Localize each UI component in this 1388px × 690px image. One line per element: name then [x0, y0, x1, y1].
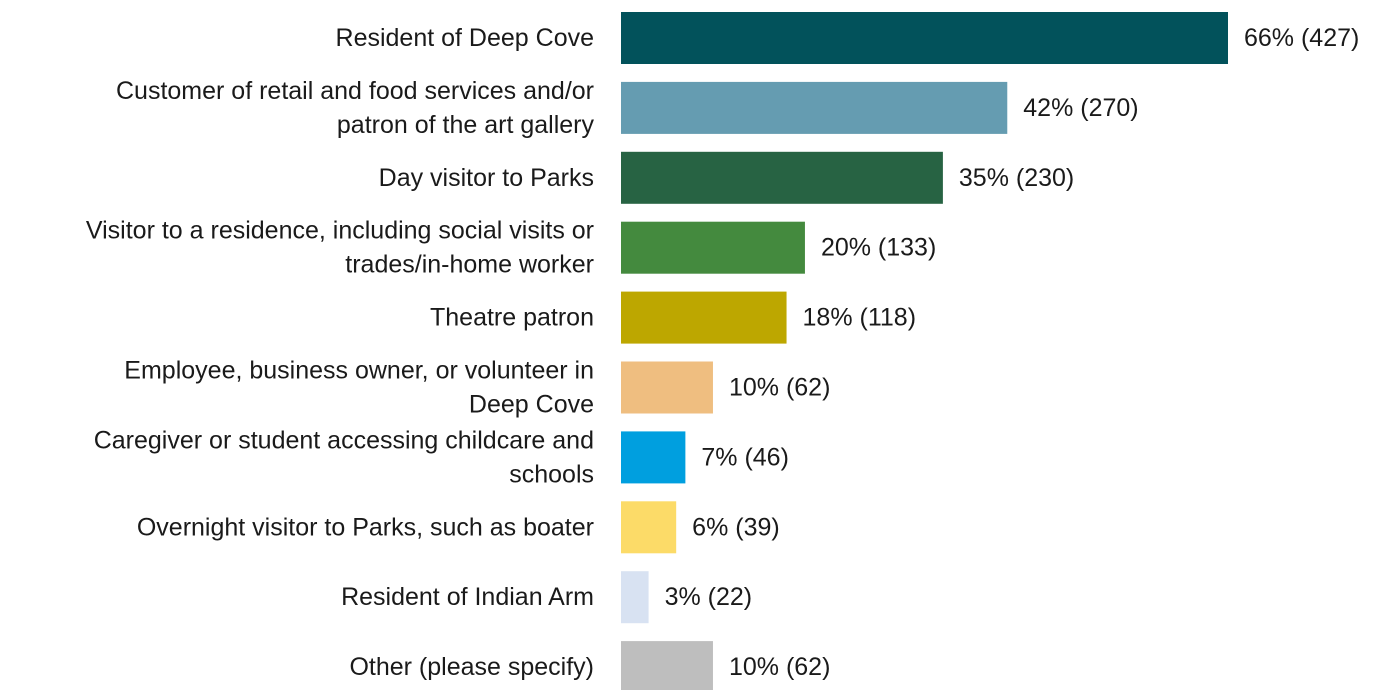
bar-4 — [621, 221, 805, 274]
data-label-9: 3% (22) — [665, 583, 753, 611]
data-label-1: 66% (427) — [1244, 24, 1359, 52]
category-label-line: Deep Cove — [469, 391, 594, 419]
category-label-2: Customer of retail and food services and… — [116, 77, 595, 139]
bar-10 — [621, 641, 713, 690]
category-label-line: Other (please specify) — [349, 653, 594, 681]
data-label-3: 35% (230) — [959, 164, 1074, 192]
category-label-3: Day visitor to Parks — [379, 164, 594, 192]
category-label-6: Employee, business owner, or volunteer i… — [124, 357, 594, 419]
category-label-line: Theatre patron — [430, 304, 594, 332]
bar-9 — [621, 571, 649, 624]
category-label-line: Resident of Indian Arm — [341, 583, 594, 611]
category-label-8: Overnight visitor to Parks, such as boat… — [137, 513, 594, 541]
category-label-line: Day visitor to Parks — [379, 164, 594, 192]
category-label-7: Caregiver or student accessing childcare… — [94, 426, 594, 488]
data-label-2: 42% (270) — [1023, 94, 1138, 122]
data-label-6: 10% (62) — [729, 374, 830, 402]
data-label-5: 18% (118) — [803, 304, 917, 332]
category-label-line: Resident of Deep Cove — [336, 24, 594, 52]
data-label-4: 20% (133) — [821, 234, 936, 262]
bar-2 — [621, 81, 1008, 134]
category-label-line: Employee, business owner, or volunteer i… — [124, 357, 594, 385]
bar-5 — [621, 291, 787, 344]
category-label-9: Resident of Indian Arm — [341, 583, 594, 611]
category-label-line: Customer of retail and food services and… — [116, 77, 594, 105]
category-label-1: Resident of Deep Cove — [336, 24, 594, 52]
bar-8 — [621, 501, 677, 554]
category-label-line: trades/in-home worker — [345, 251, 594, 279]
category-label-line: Caregiver or student accessing childcare… — [94, 426, 594, 454]
bar-7 — [621, 431, 686, 484]
bar-1 — [621, 12, 1228, 64]
category-label-line: Overnight visitor to Parks, such as boat… — [137, 513, 594, 541]
category-label-5: Theatre patron — [430, 304, 594, 332]
bar-3 — [621, 151, 943, 204]
category-label-line: schools — [509, 460, 594, 488]
category-label-line: Visitor to a residence, including social… — [86, 217, 594, 245]
bar-6 — [621, 361, 713, 414]
category-label-10: Other (please specify) — [349, 653, 594, 681]
data-label-10: 10% (62) — [729, 653, 830, 681]
data-label-7: 7% (46) — [701, 443, 789, 471]
data-label-8: 6% (39) — [692, 513, 780, 541]
category-label-4: Visitor to a residence, including social… — [86, 217, 594, 279]
category-label-line: patron of the art gallery — [337, 111, 595, 139]
